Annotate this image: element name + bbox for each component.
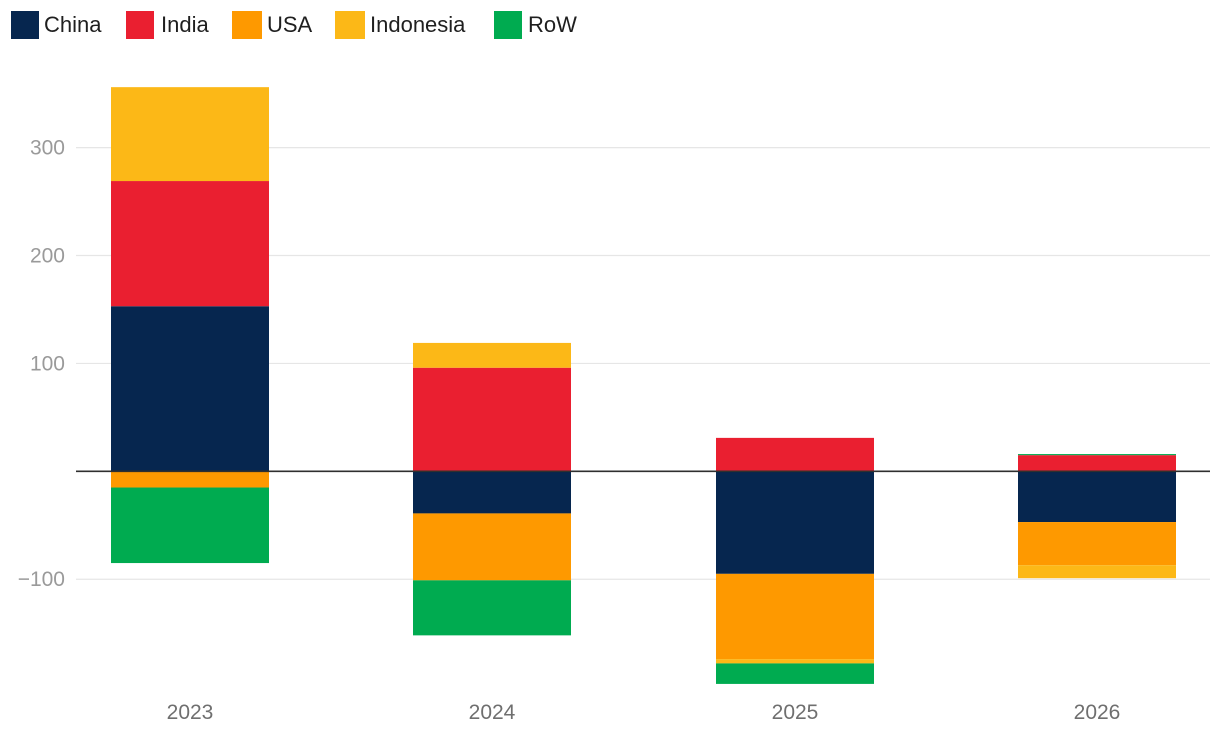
y-tick-label-minus-100: −100 — [18, 568, 65, 591]
y-tick-label-300: 300 — [30, 137, 65, 160]
bar-2024-india — [413, 367, 571, 472]
legend: China India USA Indonesia RoW — [11, 11, 577, 39]
bar-2025-china — [716, 471, 874, 574]
y-tick-label-200: 200 — [30, 245, 65, 268]
bar-2025-india — [716, 437, 874, 472]
x-tick-label-2025: 2025 — [772, 701, 819, 724]
legend-label-row: RoW — [528, 12, 577, 37]
bar-2024-usa — [413, 513, 571, 581]
legend-swatch-indonesia — [335, 11, 365, 39]
legend-label-china: China — [44, 12, 102, 37]
bar-2023-usa — [111, 471, 269, 488]
bar-2026-row — [1018, 454, 1176, 456]
bar-2023-indonesia — [111, 87, 269, 182]
bar-2026-china — [1018, 471, 1176, 523]
bar-2026-usa — [1018, 522, 1176, 566]
bar-2024-row — [413, 580, 571, 636]
legend-label-usa: USA — [267, 12, 313, 37]
bar-2026-india — [1018, 455, 1176, 472]
legend-swatch-india — [126, 11, 154, 39]
bar-2023-india — [111, 181, 269, 307]
bar-2024-china — [413, 471, 571, 514]
legend-swatch-usa — [232, 11, 262, 39]
legend-label-india: India — [161, 12, 209, 37]
bar-2025-indonesia — [716, 659, 874, 664]
y-tick-label-100: 100 — [30, 352, 65, 375]
bar-stack-2026 — [1018, 454, 1176, 579]
bar-stack-2025 — [716, 437, 874, 684]
x-tick-label-2024: 2024 — [469, 701, 516, 724]
x-tick-label-2026: 2026 — [1074, 701, 1121, 724]
x-axis-labels: 2023 2024 2025 2026 — [167, 701, 1121, 724]
bar-2026-indonesia — [1018, 565, 1176, 579]
bar-stacks — [111, 87, 1176, 684]
legend-swatch-row — [494, 11, 522, 39]
x-tick-label-2023: 2023 — [167, 701, 214, 724]
bar-2025-usa — [716, 573, 874, 660]
bar-stack-2023 — [111, 87, 269, 564]
bar-2024-indonesia — [413, 342, 571, 368]
bar-2023-china — [111, 306, 269, 472]
y-axis-labels: 300 200 100 −100 — [18, 137, 65, 592]
legend-swatch-china — [11, 11, 39, 39]
bar-2023-row — [111, 487, 269, 564]
bar-stack-2024 — [413, 342, 571, 636]
legend-label-indonesia: Indonesia — [370, 12, 466, 37]
bar-2025-row — [716, 663, 874, 684]
